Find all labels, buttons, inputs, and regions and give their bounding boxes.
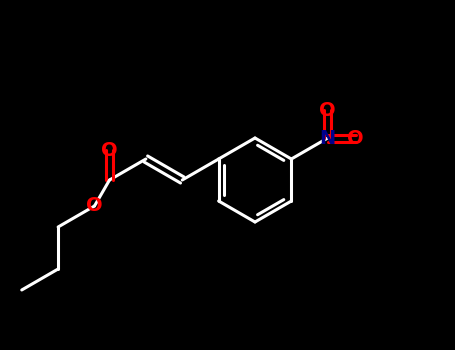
Text: O: O [86, 196, 103, 216]
Text: N: N [319, 128, 336, 147]
Text: O: O [101, 140, 118, 160]
Text: O: O [319, 100, 336, 119]
Text: O: O [348, 128, 364, 147]
